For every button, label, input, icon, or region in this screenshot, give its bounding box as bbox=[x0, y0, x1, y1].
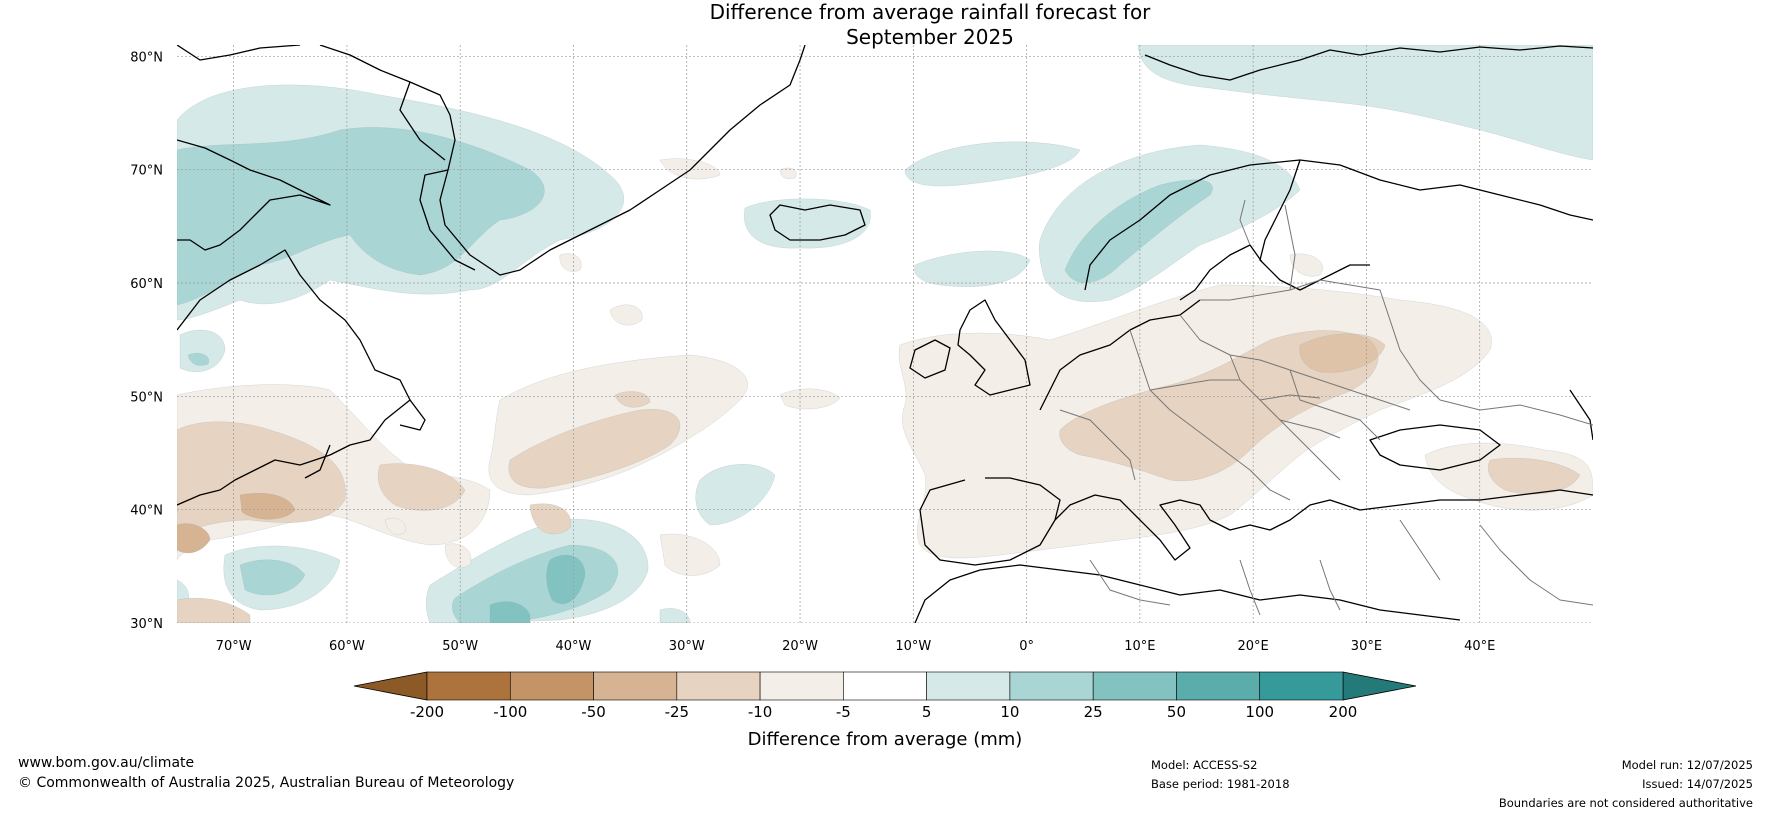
lon-tick-label: 10°E bbox=[1124, 639, 1155, 654]
colorbar-tick-label: -200 bbox=[410, 703, 444, 721]
longitude-labels: 70°W 60°W 50°W 40°W 30°W 20°W 10°W 0° 10°E 20°E 30… bbox=[216, 639, 1496, 654]
lon-tick-label: 50°W bbox=[442, 639, 478, 654]
colorbar-bin bbox=[1259, 671, 1344, 701]
colorbar-tick-label: 200 bbox=[1329, 703, 1358, 721]
colorbar-tick-label: 50 bbox=[1167, 703, 1186, 721]
colorbar-bin bbox=[1092, 671, 1177, 701]
lon-tick-label: 40°W bbox=[556, 639, 592, 654]
colorbar-label: Difference from average (mm) bbox=[748, 729, 1023, 750]
colorbar-bin bbox=[676, 671, 761, 701]
coast-france-lowcountries bbox=[1039, 299, 1201, 411]
colorbar-tick-label: -25 bbox=[665, 703, 690, 721]
issued-date: Issued: 14/07/2025 bbox=[1642, 777, 1753, 791]
colorbar-bin bbox=[759, 671, 844, 701]
lon-tick-label: 30°E bbox=[1351, 639, 1382, 654]
colorbar-over-arrow bbox=[1342, 671, 1417, 701]
coast-baffin bbox=[177, 139, 331, 251]
coast-ireland bbox=[909, 339, 951, 379]
colorbar-tick-label: 5 bbox=[922, 703, 932, 721]
colorbar-tick-label: -50 bbox=[581, 703, 606, 721]
lon-tick-label: 20°W bbox=[782, 639, 818, 654]
chart-title: Difference from average rainfall forecas… bbox=[600, 0, 1260, 50]
colorbar-bin bbox=[926, 671, 1011, 701]
colorbar-tick-label: 100 bbox=[1245, 703, 1274, 721]
lon-tick-label: 20°E bbox=[1238, 639, 1269, 654]
lat-tick-label: 60°N bbox=[130, 277, 163, 292]
colorbar-bin bbox=[843, 671, 927, 701]
coast-iberia bbox=[919, 477, 1061, 566]
colorbar-under-arrow bbox=[353, 671, 428, 701]
colorbar-tick-label: -100 bbox=[493, 703, 527, 721]
graticule bbox=[177, 45, 1593, 623]
copyright-text: © Commonwealth of Australia 2025, Austra… bbox=[18, 775, 515, 791]
country-borders bbox=[1059, 199, 1593, 616]
coast-africa bbox=[914, 564, 1461, 623]
dry-region-central-europe bbox=[1059, 330, 1379, 482]
lon-tick-label: 70°W bbox=[216, 639, 252, 654]
anomaly-shading bbox=[177, 45, 1593, 623]
lon-tick-label: 40°E bbox=[1464, 639, 1495, 654]
lon-tick-label: 30°W bbox=[669, 639, 705, 654]
website-link[interactable]: www.bom.gov.au/climate bbox=[18, 755, 195, 771]
lat-tick-label: 80°N bbox=[130, 50, 163, 65]
colorbar-tick-label: 25 bbox=[1084, 703, 1103, 721]
coastlines bbox=[177, 45, 1593, 623]
title-line-2: September 2025 bbox=[846, 25, 1014, 49]
lon-tick-label: 10°W bbox=[895, 639, 931, 654]
colorbar-bin bbox=[426, 671, 511, 701]
wet-region-greenland-core bbox=[177, 127, 545, 306]
lon-tick-label: 0° bbox=[1019, 639, 1034, 654]
colorbar: -200 -100 -50 -25 -10 -5 5 10 25 50 100 200 bbox=[353, 671, 1417, 721]
coast-caspian bbox=[1569, 389, 1593, 441]
colorbar-tick-label: -5 bbox=[836, 703, 851, 721]
wet-region-northsea bbox=[904, 141, 1081, 187]
coast-scandinavia bbox=[1084, 159, 1593, 291]
coast-greenland bbox=[319, 45, 806, 276]
wet-region-arctic bbox=[1137, 45, 1593, 161]
boundaries-disclaimer: Boundaries are not considered authoritat… bbox=[1498, 796, 1753, 810]
lon-tick-label: 60°W bbox=[329, 639, 365, 654]
latitude-labels: 80°N 70°N 60°N 50°N 40°N 30°N bbox=[130, 50, 163, 632]
coast-britain bbox=[957, 299, 1031, 396]
dry-region-newengland-core bbox=[177, 421, 346, 536]
model-name: Model: ACCESS-S2 bbox=[1151, 758, 1258, 772]
colorbar-tick-label: 10 bbox=[1000, 703, 1019, 721]
lat-tick-label: 70°N bbox=[130, 164, 163, 179]
colorbar-bin bbox=[1176, 671, 1261, 701]
base-period: Base period: 1981-2018 bbox=[1151, 777, 1290, 791]
colorbar-bin bbox=[1009, 671, 1094, 701]
model-run-date: Model run: 12/07/2025 bbox=[1621, 758, 1753, 772]
colorbar-bin bbox=[509, 671, 594, 701]
lat-tick-label: 30°N bbox=[130, 617, 163, 632]
coast-blacksea bbox=[1369, 424, 1501, 471]
colorbar-bin bbox=[593, 671, 678, 701]
coast-svalbard bbox=[1144, 45, 1593, 81]
wet-region-iceland bbox=[744, 198, 871, 249]
lat-tick-label: 40°N bbox=[130, 504, 163, 519]
colorbar-tick-label: -10 bbox=[748, 703, 773, 721]
lat-tick-label: 50°N bbox=[130, 390, 163, 405]
title-line-1: Difference from average rainfall forecas… bbox=[709, 0, 1151, 24]
coast-iceland bbox=[769, 204, 866, 241]
